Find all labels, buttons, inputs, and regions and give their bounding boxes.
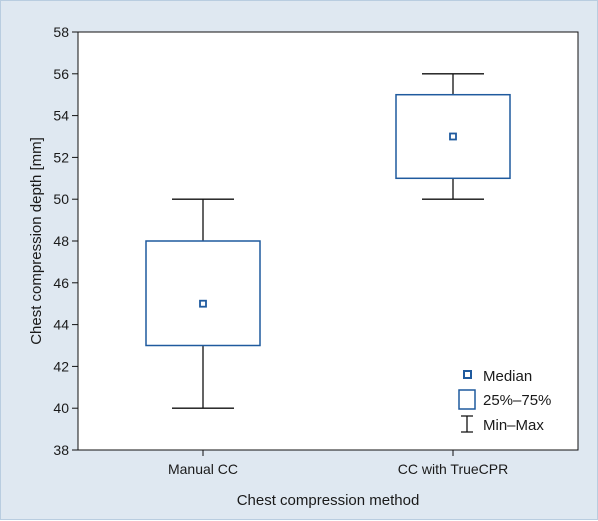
legend-median-symbol — [463, 370, 472, 379]
iqr-box — [145, 240, 261, 347]
y-tick-label: 42 — [53, 358, 69, 374]
x-axis-title: Chest compression method — [237, 492, 420, 509]
x-axis: Manual CC CC with TrueCPR — [168, 450, 508, 477]
y-tick-label: 46 — [53, 275, 69, 291]
legend-range-symbol — [461, 415, 473, 433]
median-marker — [199, 299, 207, 308]
x-tick-label: Manual CC — [168, 461, 238, 477]
y-tick-label: 44 — [53, 317, 69, 333]
legend-iqr-label: 25%–75% — [483, 392, 551, 409]
legend-median-label: Median — [483, 368, 532, 385]
y-tick-label: 38 — [53, 442, 69, 458]
x-tick-label: CC with TrueCPR — [398, 461, 508, 477]
legend-iqr-symbol — [458, 389, 476, 410]
box-0 — [145, 198, 261, 409]
y-tick-label: 48 — [53, 233, 69, 249]
legend-range-label: Min–Max — [483, 417, 544, 434]
y-tick-label: 50 — [53, 191, 69, 207]
y-axis: 38 40 42 44 46 48 50 52 54 56 58 — [53, 24, 78, 458]
legend: Median 25%–75% Min–Max — [458, 368, 551, 434]
median-marker — [449, 132, 457, 141]
boxes — [145, 73, 511, 409]
y-tick-label: 56 — [53, 66, 69, 82]
y-tick-label: 54 — [53, 108, 69, 124]
box-1 — [395, 73, 511, 200]
y-tick-label: 52 — [53, 149, 69, 165]
y-tick-label: 58 — [53, 24, 69, 40]
y-tick-label: 40 — [53, 400, 69, 416]
y-axis-title: Chest compression depth [mm] — [28, 137, 45, 345]
